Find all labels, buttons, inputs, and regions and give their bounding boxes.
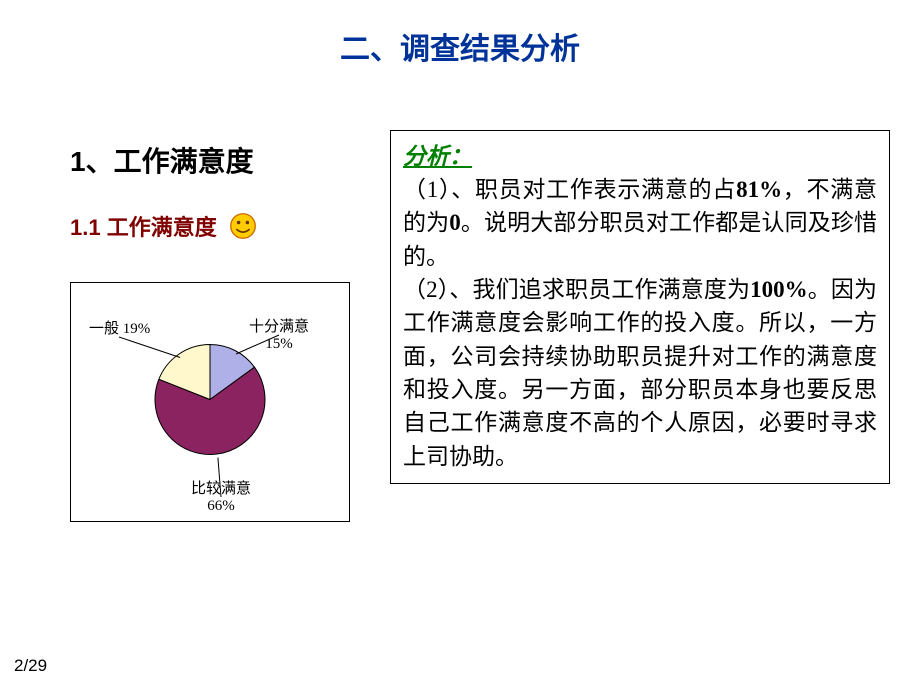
section-heading: 1、工作满意度 — [70, 140, 370, 180]
para2-pct: 100% — [750, 277, 808, 302]
subheading-row: 1.1 工作满意度 — [70, 210, 370, 242]
para2-prefix: （2） — [403, 277, 449, 302]
para1-c: 。说明大部分职员对工作都是认同及珍惜的。 — [403, 210, 877, 268]
para1-prefix: （1） — [403, 177, 451, 202]
pie-chart-box: 十分满意15% 比较满意66% 一般 19% — [70, 282, 350, 522]
pie-slice-label: 十分满意15% — [249, 319, 309, 352]
para1-pct2: 0 — [449, 210, 461, 235]
para1-pct1: 81% — [736, 177, 782, 202]
analysis-box: 分析： （1）、职员对工作表示满意的占81%，不满意的为0。说明大部分职员对工作… — [390, 130, 890, 484]
para2-b: 。因为工作满意度会影响工作的投入度。所以，一方面，公司会持续协助职员提升对工作的… — [403, 277, 877, 469]
analysis-title: 分析： — [403, 137, 877, 171]
subheading: 1.1 工作满意度 — [70, 210, 217, 242]
page-title: 二、调查结果分析 — [0, 0, 920, 68]
smiley-icon — [229, 212, 257, 240]
analysis-body: （1）、职员对工作表示满意的占81%，不满意的为0。说明大部分职员对工作都是认同… — [403, 173, 877, 473]
para2-a: 、我们追求职员工作满意度为 — [449, 277, 750, 302]
pie-slice-label: 比较满意66% — [191, 481, 251, 514]
left-column: 1、工作满意度 1.1 工作满意度 十分满意15% 比较满意66% 一般 19% — [70, 140, 370, 522]
pie-chart — [145, 335, 275, 470]
page-number: 2/29 — [14, 656, 47, 676]
pie-slice-label: 一般 19% — [89, 321, 150, 338]
para1-a: 、职员对工作表示满意的占 — [451, 177, 736, 202]
